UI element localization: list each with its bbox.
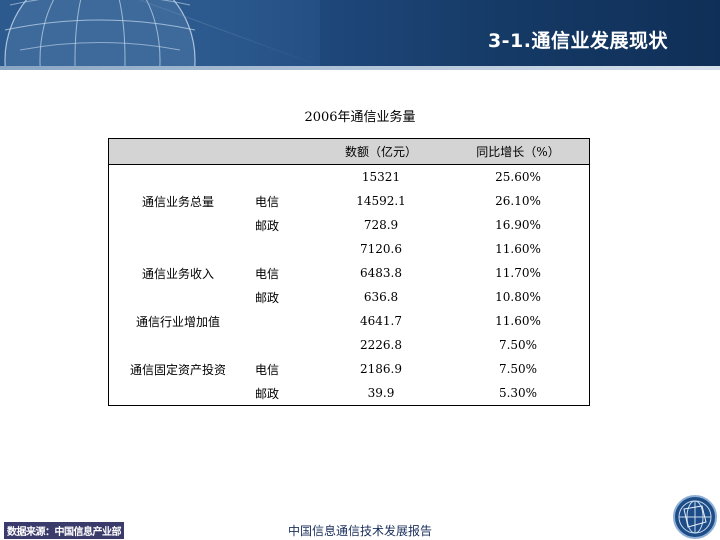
sub-category-cell: 电信 bbox=[255, 194, 280, 209]
amount-cell: 4641.7 bbox=[360, 314, 402, 328]
header-empty-cell bbox=[247, 138, 315, 165]
table-row: 邮政 39.9 5.30% bbox=[109, 381, 590, 406]
table-row: 电信 6483.8 11.70% bbox=[109, 261, 590, 285]
amount-cell: 14592.1 bbox=[356, 194, 406, 208]
globe-icon bbox=[0, 0, 320, 66]
table-title: 2006年通信业务量 bbox=[304, 110, 416, 125]
table-row: 通信行业增加值 4641.7 11.60% bbox=[109, 309, 590, 333]
amount-cell: 39.9 bbox=[367, 386, 395, 400]
growth-cell: 26.10% bbox=[495, 194, 541, 208]
sub-category-cell: 邮政 bbox=[255, 290, 280, 305]
table-row: 通信业务总量 15321 25.60% bbox=[109, 165, 590, 209]
sub-category-cell: 邮政 bbox=[255, 386, 280, 401]
growth-cell: 11.70% bbox=[495, 266, 541, 280]
header-banner: 3-1.通信业发展现状 bbox=[0, 0, 720, 66]
sub-category-cell bbox=[247, 165, 315, 190]
table-row: 电信 2186.9 7.50% bbox=[109, 357, 590, 381]
table-row: 通信业务收入 7120.6 11.60% bbox=[109, 237, 590, 281]
amount-cell: 636.8 bbox=[363, 290, 399, 304]
sub-category-cell: 电信 bbox=[255, 266, 280, 281]
table-row: 通信固定资产投资 2226.8 7.50% bbox=[109, 333, 590, 377]
sub-category-cell bbox=[247, 333, 315, 357]
header-growth: 同比增长（%） bbox=[447, 138, 590, 165]
growth-cell: 7.50% bbox=[498, 338, 538, 352]
growth-cell: 10.80% bbox=[495, 290, 541, 304]
page-title: 3-1.通信业发展现状 bbox=[487, 30, 668, 52]
growth-cell: 25.60% bbox=[495, 170, 541, 184]
sub-category-cell: 电信 bbox=[255, 362, 280, 377]
header-empty-cell bbox=[108, 138, 247, 165]
amount-cell: 15321 bbox=[361, 170, 401, 184]
table-header-row: 数额（亿元） 同比增长（%） bbox=[108, 138, 590, 165]
header-amount: 数额（亿元） bbox=[315, 138, 447, 165]
category-cell: 通信固定资产投资 bbox=[129, 362, 226, 377]
globe-logo-icon bbox=[673, 495, 717, 539]
growth-cell: 5.30% bbox=[498, 386, 538, 400]
growth-cell: 11.60% bbox=[495, 314, 541, 328]
sub-category-cell bbox=[247, 309, 315, 333]
report-name: 中国信息通信技术发展报告 bbox=[287, 524, 432, 538]
growth-cell: 16.90% bbox=[495, 218, 541, 232]
table-row: 邮政 728.9 16.90% bbox=[109, 213, 590, 237]
table-row: 邮政 636.8 10.80% bbox=[109, 285, 590, 309]
amount-cell: 2186.9 bbox=[360, 362, 402, 376]
sub-category-cell: 邮政 bbox=[255, 218, 280, 233]
category-cell: 通信业务收入 bbox=[141, 266, 214, 281]
growth-cell: 7.50% bbox=[498, 362, 538, 376]
amount-cell: 2226.8 bbox=[360, 338, 402, 352]
business-volume-table: 数额（亿元） 同比增长（%） 通信业务总量 15321 25.60% 电信 14… bbox=[108, 138, 590, 406]
category-cell: 通信业务总量 bbox=[141, 194, 214, 209]
header-divider bbox=[0, 66, 720, 70]
table-row: 电信 14592.1 26.10% bbox=[109, 189, 590, 213]
amount-cell: 6483.8 bbox=[360, 266, 402, 280]
growth-cell: 11.60% bbox=[495, 242, 541, 256]
amount-cell: 7120.6 bbox=[360, 242, 402, 256]
category-cell: 通信行业增加值 bbox=[135, 314, 220, 329]
amount-cell: 728.9 bbox=[363, 218, 399, 232]
sub-category-cell bbox=[247, 237, 315, 261]
data-source-label: 数据来源：中国信息产业部 bbox=[4, 522, 124, 539]
